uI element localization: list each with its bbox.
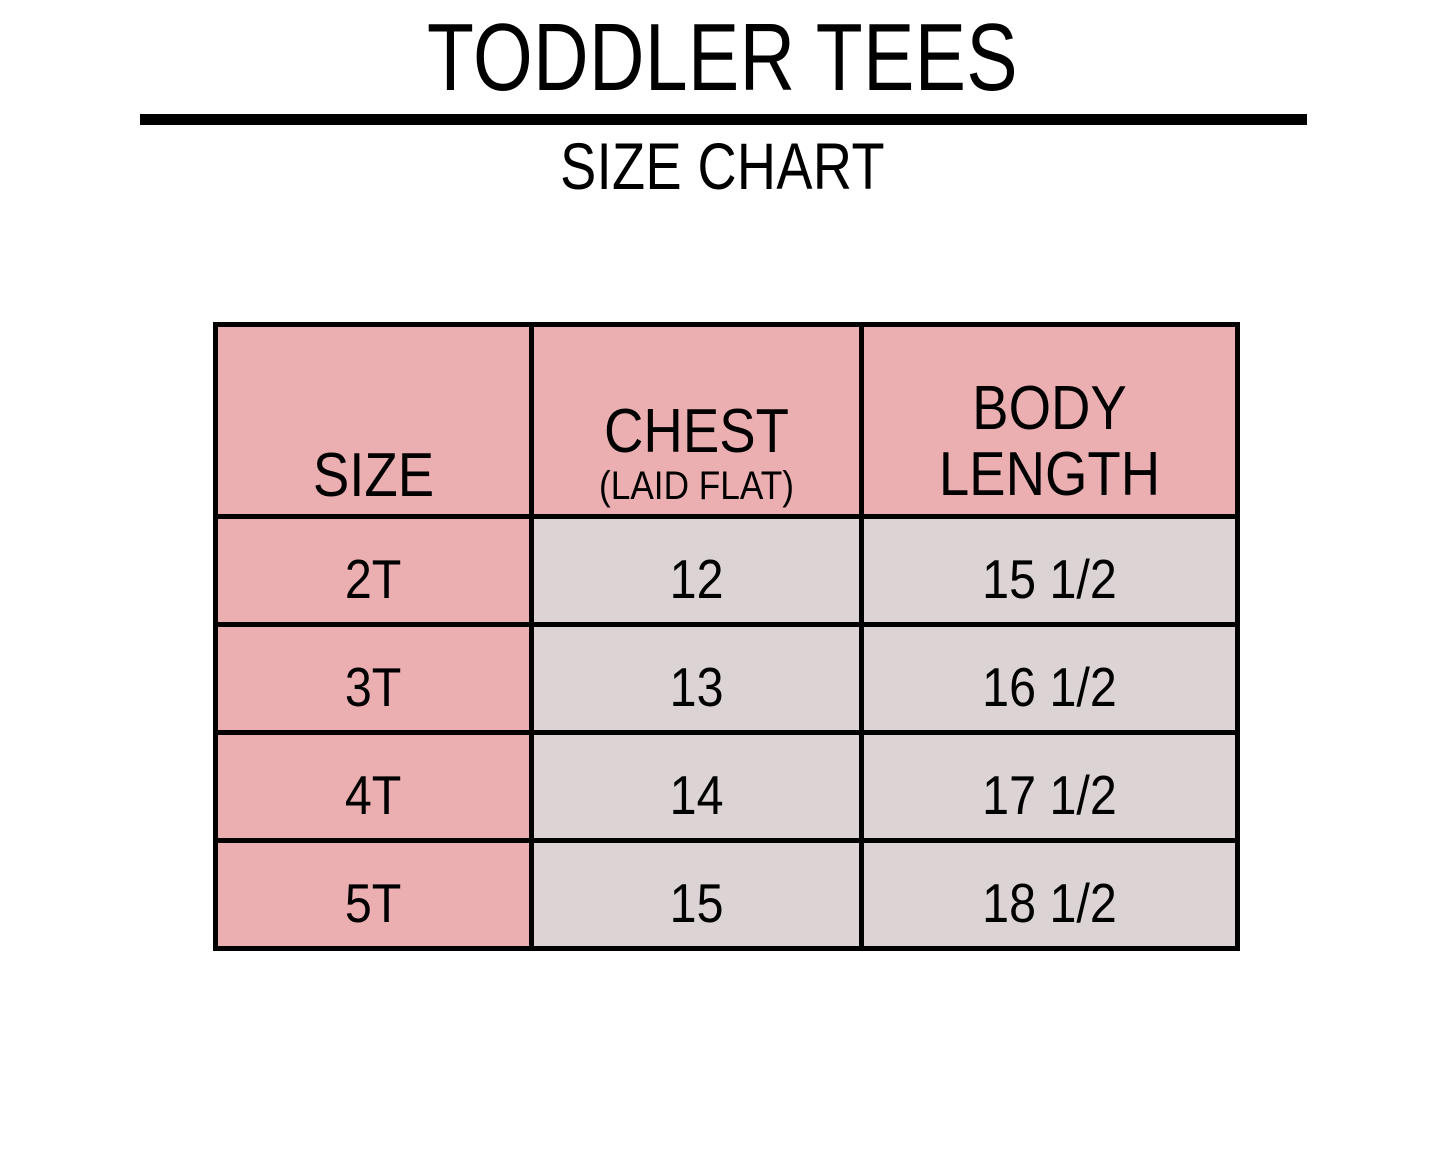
cell-chest: 14 — [529, 730, 864, 843]
cell-body-length-value: 16 1/2 — [982, 656, 1117, 718]
cell-size-value: 3T — [345, 656, 402, 718]
page-subtitle: SIZE CHART — [560, 129, 885, 203]
cell-chest-value: 13 — [669, 656, 724, 718]
cell-chest-value: 14 — [669, 764, 724, 826]
page-title: TODDLER TEES — [427, 4, 1018, 111]
column-header-body-length: BODY LENGTH — [859, 322, 1240, 519]
cell-chest-value: 15 — [669, 872, 724, 934]
column-header-size-label: SIZE — [312, 441, 435, 510]
cell-size-value: 4T — [345, 764, 402, 826]
cell-body-length-value: 15 1/2 — [982, 548, 1117, 610]
column-header-chest: CHEST (LAID FLAT) — [529, 322, 864, 519]
cell-body-length-value: 18 1/2 — [982, 872, 1117, 934]
cell-size: 2T — [213, 514, 534, 627]
cell-body-length: 15 1/2 — [859, 514, 1240, 627]
column-header-body-length-label-line1: BODY — [972, 374, 1127, 443]
table-row: 4T 14 17 1/2 — [213, 730, 1240, 843]
cell-size-value: 2T — [345, 548, 402, 610]
table-row: 2T 12 15 1/2 — [213, 514, 1240, 627]
cell-size: 5T — [213, 838, 534, 951]
cell-body-length: 16 1/2 — [859, 622, 1240, 735]
cell-body-length: 17 1/2 — [859, 730, 1240, 843]
cell-body-length: 18 1/2 — [859, 838, 1240, 951]
cell-chest-value: 12 — [669, 548, 724, 610]
table-row: 5T 15 18 1/2 — [213, 838, 1240, 951]
column-header-body-length-label-line2: LENGTH — [938, 440, 1161, 509]
cell-size-value: 5T — [345, 872, 402, 934]
table-header-row: SIZE CHEST (LAID FLAT) BODY LENGTH — [213, 322, 1240, 519]
cell-body-length-value: 17 1/2 — [982, 764, 1117, 826]
title-divider-rule — [140, 114, 1307, 125]
size-chart-table: SIZE CHEST (LAID FLAT) BODY LENGTH 2T 12 — [213, 322, 1240, 951]
cell-size: 4T — [213, 730, 534, 843]
column-header-chest-label: CHEST — [604, 397, 789, 466]
cell-size: 3T — [213, 622, 534, 735]
cell-chest: 15 — [529, 838, 864, 951]
cell-chest: 12 — [529, 514, 864, 627]
cell-chest: 13 — [529, 622, 864, 735]
table-row: 3T 13 16 1/2 — [213, 622, 1240, 735]
column-header-chest-sublabel: (LAID FLAT) — [599, 464, 794, 508]
column-header-size: SIZE — [213, 322, 534, 519]
